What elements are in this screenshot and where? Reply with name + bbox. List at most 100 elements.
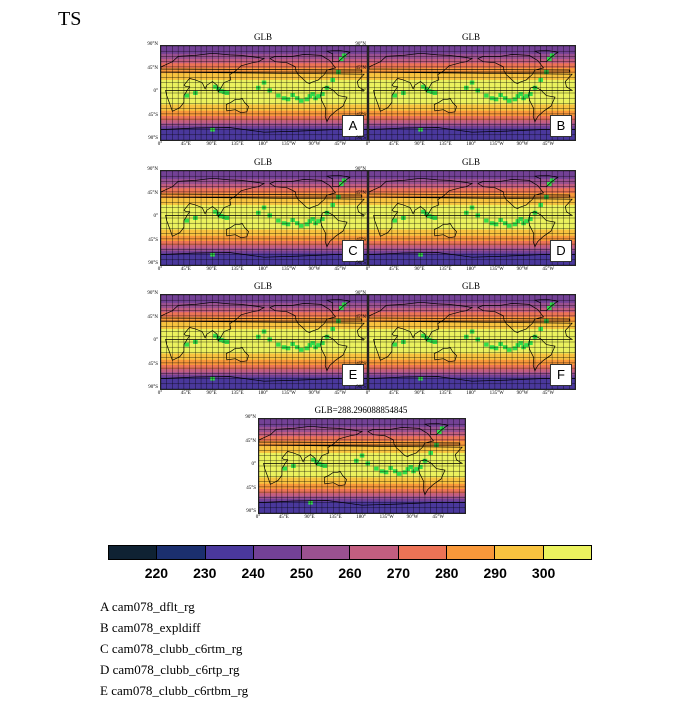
- map-field: [161, 295, 367, 389]
- longitude-label: 45°W: [432, 515, 445, 520]
- colorbar-segment: [157, 546, 206, 559]
- colorbar-segment: [205, 546, 254, 559]
- coastline: [369, 376, 575, 382]
- coastline: [433, 347, 457, 363]
- coastline: [528, 86, 556, 123]
- latitude-label: 90°S: [148, 385, 158, 390]
- highlight-cell: [276, 218, 281, 223]
- coastline: [161, 52, 366, 112]
- panel-letter: D: [550, 240, 572, 262]
- panel-title: GLB: [462, 281, 480, 291]
- longitude-label: 180°: [466, 267, 476, 272]
- coastline: [325, 49, 351, 63]
- highlight-cell: [528, 217, 533, 222]
- coastline: [533, 174, 559, 188]
- colorbar-segment: [495, 546, 544, 559]
- coastline: [320, 335, 348, 372]
- longitude-label: 0°: [365, 391, 371, 396]
- highlight-cell: [421, 84, 426, 89]
- panel-letter: E: [342, 364, 364, 386]
- highlight-cell: [311, 457, 316, 462]
- highlight-cell: [310, 217, 315, 222]
- highlight-cell: [285, 222, 291, 227]
- longitude-label: 135°W: [281, 391, 296, 396]
- longitude-label: 45°E: [388, 142, 399, 147]
- longitude-label: 135°E: [438, 142, 452, 147]
- longitude-label: 90°W: [516, 267, 529, 272]
- coastline: [161, 376, 367, 382]
- panel-title: GLB: [462, 32, 480, 42]
- coastline: [423, 422, 449, 436]
- latitude-label: 90°N: [147, 291, 158, 296]
- longitude-label: 135°W: [489, 391, 504, 396]
- coastline: [433, 223, 457, 239]
- latitude-label: 90°S: [356, 261, 366, 266]
- highlight-cell: [213, 84, 218, 89]
- longitude-label: 45°W: [542, 391, 555, 396]
- coastline: [433, 98, 457, 114]
- longitude-label: 135°W: [281, 142, 296, 147]
- coastline: [225, 347, 249, 363]
- map-field: [369, 295, 575, 389]
- longitude-label: 90°E: [206, 142, 217, 147]
- highlight-cell: [392, 218, 398, 223]
- latitude-label: 45°S: [148, 237, 158, 243]
- highlight-cell: [506, 347, 512, 352]
- longitude-label: 45°W: [542, 267, 555, 272]
- coastline: [533, 49, 559, 63]
- colorbar-segment: [109, 546, 158, 559]
- highlight-cell: [304, 222, 310, 227]
- latitude-label: 45°S: [148, 112, 158, 118]
- coastline: [320, 86, 348, 123]
- coastline: [161, 127, 367, 133]
- map-frame: C: [160, 170, 368, 266]
- longitude-label: 90°W: [308, 142, 321, 147]
- coastline: [477, 303, 545, 333]
- coastline: [418, 459, 446, 496]
- highlight-cell: [298, 223, 304, 228]
- longitude-label: 0°: [255, 515, 261, 520]
- latitude-label: 90°S: [356, 136, 366, 141]
- latitude-label: 0°: [153, 214, 159, 219]
- longitude-label: 90°E: [206, 391, 217, 396]
- legend-item-e: E cam078_clubb_c6rtbm_rg: [100, 683, 249, 698]
- colorbar-tick-label: 260: [338, 565, 362, 581]
- longitude-label: 45°E: [388, 391, 399, 396]
- colorbar-segment: [302, 546, 351, 559]
- colorbar-tick-label: 300: [531, 565, 556, 581]
- longitude-label: 135°E: [438, 267, 452, 272]
- coastline: [269, 179, 337, 209]
- map-field: [369, 171, 575, 265]
- latitude-label: 45°N: [355, 314, 366, 320]
- highlight-cell: [512, 222, 518, 227]
- latitude-label: 45°N: [245, 438, 256, 444]
- latitude-label: 90°N: [147, 167, 158, 172]
- colorbar-tick-label: 290: [483, 565, 507, 581]
- highlight-cell: [316, 343, 321, 348]
- coastline: [533, 298, 559, 312]
- longitude-label: 135°E: [230, 391, 244, 396]
- longitude-label: 90°E: [414, 267, 425, 272]
- coastline: [161, 177, 366, 237]
- highlight-cell: [421, 209, 426, 214]
- highlight-cell: [285, 346, 291, 351]
- longitude-label: 135°E: [230, 267, 244, 272]
- highlight-cell: [524, 94, 529, 99]
- colorbar: [108, 545, 592, 560]
- highlight-cell: [421, 333, 426, 338]
- longitude-label: 135°W: [489, 142, 504, 147]
- highlight-cell: [506, 98, 512, 103]
- latitude-label: 90°S: [356, 385, 366, 390]
- coastline: [323, 471, 347, 487]
- longitude-label: 45°E: [278, 515, 289, 520]
- longitude-label: 90°E: [414, 391, 425, 396]
- colorbar-tick-label: 220: [144, 565, 169, 581]
- highlight-cell: [396, 471, 402, 476]
- highlight-cell: [418, 465, 423, 470]
- coastline: [369, 52, 574, 112]
- map-frame: D: [368, 170, 576, 266]
- highlight-cell: [320, 341, 325, 346]
- map-frame: A: [160, 45, 368, 141]
- colorbar-segment: [447, 546, 496, 559]
- highlight-cell: [484, 342, 489, 347]
